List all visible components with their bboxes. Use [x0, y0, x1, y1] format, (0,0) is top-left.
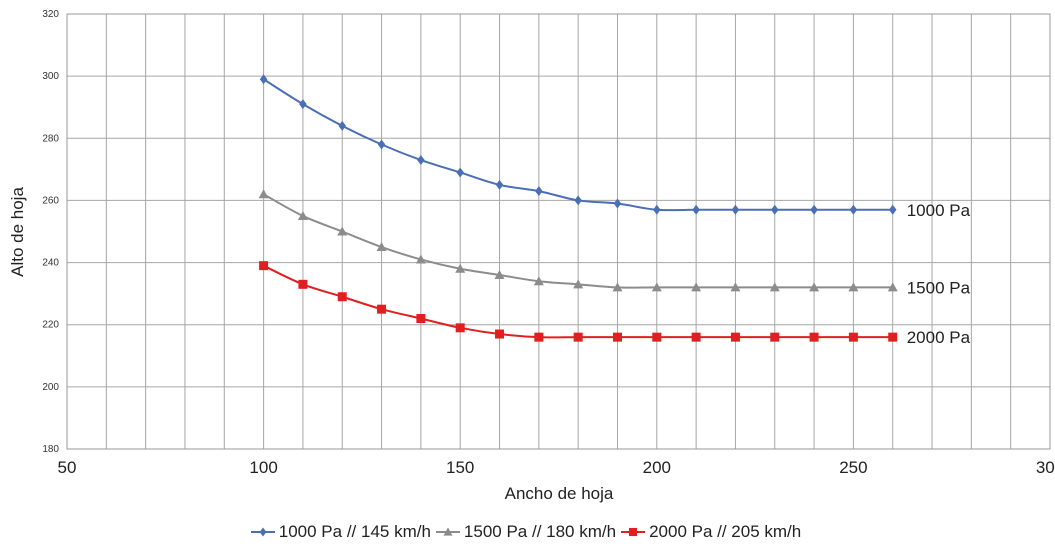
data-point-marker	[533, 276, 544, 286]
y-tick-label: 220	[42, 320, 59, 331]
data-point-marker	[848, 282, 859, 292]
data-point-marker	[652, 332, 662, 342]
legend-item: 1500 Pa // 180 km/h	[435, 522, 620, 542]
data-point-marker	[297, 210, 308, 220]
y-tick-label: 180	[42, 444, 59, 455]
legend-label: 1000 Pa // 145 km/h	[278, 522, 431, 541]
data-point-marker	[692, 204, 700, 215]
legend-swatch	[621, 527, 646, 537]
data-point-marker	[691, 282, 702, 292]
data-point-marker	[887, 282, 898, 292]
data-point-marker	[495, 329, 505, 339]
line-chart: 180 200 220 240 260 280 300 320 50 100 150 200 250 3…	[8, 9, 1055, 503]
y-tick-label: 300	[42, 71, 59, 82]
data-point-marker	[849, 204, 858, 215]
data-point-marker	[809, 282, 820, 292]
data-point-marker	[573, 332, 583, 342]
data-point-marker	[888, 332, 898, 342]
data-point-marker	[417, 155, 425, 166]
legend-swatch	[435, 527, 460, 536]
plot-area-frame	[66, 13, 1051, 450]
x-axis-title: Ancho de hoja	[505, 484, 614, 503]
y-axis-tick-labels: 180 200 220 240 260 280 300 320	[42, 9, 59, 455]
data-point-marker	[443, 527, 453, 536]
x-tick-label: 100	[249, 458, 277, 477]
data-point-marker	[770, 332, 780, 342]
x-tick-label: 150	[446, 458, 474, 477]
data-point-marker	[337, 226, 348, 236]
x-tick-label: 300	[1036, 458, 1055, 477]
data-point-marker	[653, 204, 661, 215]
data-point-marker	[731, 204, 740, 215]
data-point-marker	[259, 74, 268, 85]
series-2000-pa	[259, 261, 898, 342]
y-axis-title: Alto de hoja	[8, 187, 27, 277]
data-point-marker	[416, 314, 426, 323]
data-point-marker	[651, 282, 662, 292]
data-point-marker	[258, 189, 269, 199]
y-tick-label: 320	[42, 9, 59, 20]
data-point-marker	[376, 242, 387, 252]
data-point-marker	[612, 332, 622, 342]
data-point-marker	[771, 204, 779, 215]
data-point-marker	[455, 263, 466, 273]
data-point-marker	[730, 332, 740, 342]
legend-swatch	[250, 527, 275, 537]
data-point-marker	[730, 282, 741, 292]
legend-item: 2000 Pa // 205 km/h	[620, 522, 805, 542]
legend-item: 1000 Pa // 145 km/h	[250, 522, 435, 542]
series-end-label: 1000 Pa	[907, 201, 971, 220]
data-point-marker	[259, 261, 269, 271]
data-point-marker	[495, 179, 504, 190]
data-point-marker	[377, 139, 386, 150]
data-point-marker	[810, 204, 818, 215]
data-point-marker	[456, 167, 464, 178]
series-group	[258, 74, 898, 342]
data-point-marker	[535, 186, 543, 197]
chart-legend: 1000 Pa // 145 km/h 1500 Pa // 180 km/h 20…	[0, 522, 1055, 542]
legend-label: 2000 Pa // 205 km/h	[649, 522, 802, 541]
data-point-marker	[338, 120, 346, 131]
data-point-marker	[613, 198, 622, 209]
grid-lines	[66, 13, 1051, 450]
data-point-marker	[494, 270, 505, 279]
data-point-marker	[848, 332, 858, 342]
series-1500-pa	[258, 189, 898, 292]
data-point-marker	[809, 332, 819, 342]
y-tick-label: 240	[42, 258, 59, 269]
legend-label: 1500 Pa // 180 km/h	[463, 522, 617, 541]
data-point-marker	[337, 292, 347, 302]
data-point-marker	[377, 304, 387, 314]
data-point-marker	[299, 99, 307, 110]
x-tick-label: 200	[643, 458, 671, 477]
data-point-marker	[415, 254, 426, 264]
data-point-marker	[534, 332, 544, 342]
data-point-marker	[574, 195, 582, 206]
x-tick-label: 250	[839, 458, 867, 477]
series-end-labels: 1000 Pa 1500 Pa 2000 Pa	[907, 201, 971, 347]
data-point-marker	[769, 282, 780, 292]
data-point-marker	[298, 279, 308, 289]
data-point-marker	[259, 527, 267, 537]
data-point-marker	[888, 204, 897, 215]
y-tick-label: 200	[42, 382, 59, 393]
y-tick-label: 280	[42, 133, 59, 144]
series-1000-pa	[259, 74, 897, 215]
data-point-marker	[629, 527, 638, 537]
data-point-marker	[612, 282, 623, 292]
data-point-marker	[455, 323, 465, 333]
data-point-marker	[691, 332, 701, 342]
x-axis-tick-labels: 50 100 150 200 250 300	[58, 458, 1055, 477]
series-end-label: 2000 Pa	[907, 328, 971, 347]
series-end-label: 1500 Pa	[907, 278, 971, 297]
y-tick-label: 260	[42, 195, 59, 206]
data-point-marker	[573, 279, 584, 289]
x-tick-label: 50	[58, 458, 77, 477]
